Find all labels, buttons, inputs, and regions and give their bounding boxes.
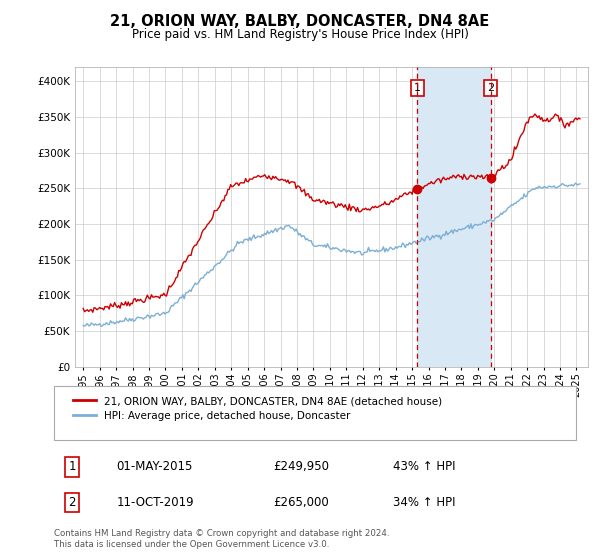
Text: 11-OCT-2019: 11-OCT-2019 [116,496,194,509]
Text: 1: 1 [414,83,421,93]
Text: 2: 2 [68,496,76,509]
Legend: 21, ORION WAY, BALBY, DONCASTER, DN4 8AE (detached house), HPI: Average price, d: 21, ORION WAY, BALBY, DONCASTER, DN4 8AE… [70,393,445,424]
Text: 1: 1 [68,460,76,473]
Text: £265,000: £265,000 [273,496,329,509]
Text: 01-MAY-2015: 01-MAY-2015 [116,460,193,473]
Text: Price paid vs. HM Land Registry's House Price Index (HPI): Price paid vs. HM Land Registry's House … [131,28,469,41]
Text: 2: 2 [487,83,494,93]
Text: 21, ORION WAY, BALBY, DONCASTER, DN4 8AE: 21, ORION WAY, BALBY, DONCASTER, DN4 8AE [110,14,490,29]
Bar [418,67,491,367]
Text: Contains HM Land Registry data © Crown copyright and database right 2024.
This d: Contains HM Land Registry data © Crown c… [54,529,389,549]
Text: 43% ↑ HPI: 43% ↑ HPI [394,460,456,473]
Text: 34% ↑ HPI: 34% ↑ HPI [394,496,456,509]
Text: £249,950: £249,950 [273,460,329,473]
